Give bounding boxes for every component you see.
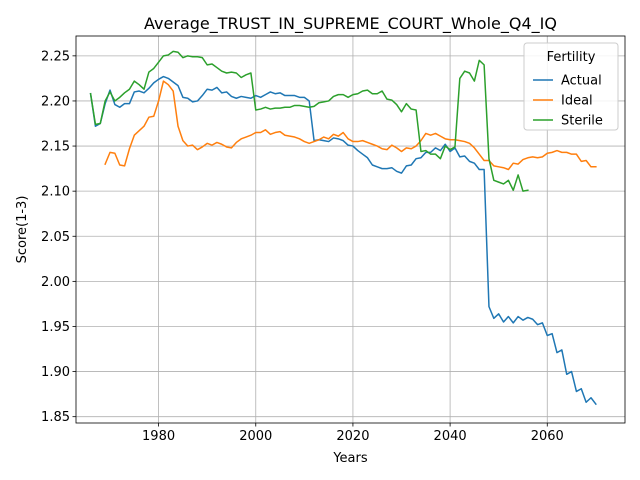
- legend-label-sterile: Sterile: [561, 114, 603, 129]
- y-tick-label: 1.95: [41, 320, 70, 335]
- y-tick-label: 1.90: [41, 365, 70, 380]
- x-tick-label: 2040: [434, 429, 467, 444]
- y-tick-label: 2.15: [41, 140, 70, 155]
- x-tick-label: 2020: [336, 429, 369, 444]
- y-axis: 1.85 1.90 1.95 2.00 2.05 2.10 2.15 2.20 2.25: [41, 49, 76, 425]
- y-tick-label: 1.85: [41, 410, 70, 425]
- y-axis-label: Score(1-3): [15, 196, 30, 264]
- legend-label-actual: Actual: [561, 74, 602, 89]
- x-tick-label: 2060: [531, 429, 564, 444]
- plot-frame: [75, 35, 626, 424]
- legend-items: Actual Ideal Sterile: [533, 74, 603, 129]
- legend: Fertility Actual Ideal Sterile: [523, 42, 619, 131]
- x-tick-label: 2000: [239, 429, 272, 444]
- legend-box: [523, 42, 619, 131]
- series-line-sterile: [89, 50, 529, 192]
- y-tick-label: 2.25: [41, 49, 70, 64]
- series-layer: [89, 50, 597, 406]
- y-tick-label: 2.10: [41, 185, 70, 200]
- x-axis: 1980 2000 2020 2040 2060: [142, 423, 564, 444]
- x-axis-label: Years: [332, 451, 368, 466]
- chart-title: Average_TRUST_IN_SUPREME_COURT_Whole_Q4_…: [144, 14, 557, 34]
- y-tick-label: 2.05: [41, 230, 70, 245]
- series-line-actual: [89, 75, 597, 406]
- y-tick-label: 2.20: [41, 94, 70, 109]
- y-tick-label: 2.00: [41, 275, 70, 290]
- series-line-ideal: [104, 80, 597, 171]
- legend-label-ideal: Ideal: [561, 94, 593, 109]
- legend-title: Fertility: [547, 50, 596, 65]
- x-tick-label: 1980: [142, 429, 175, 444]
